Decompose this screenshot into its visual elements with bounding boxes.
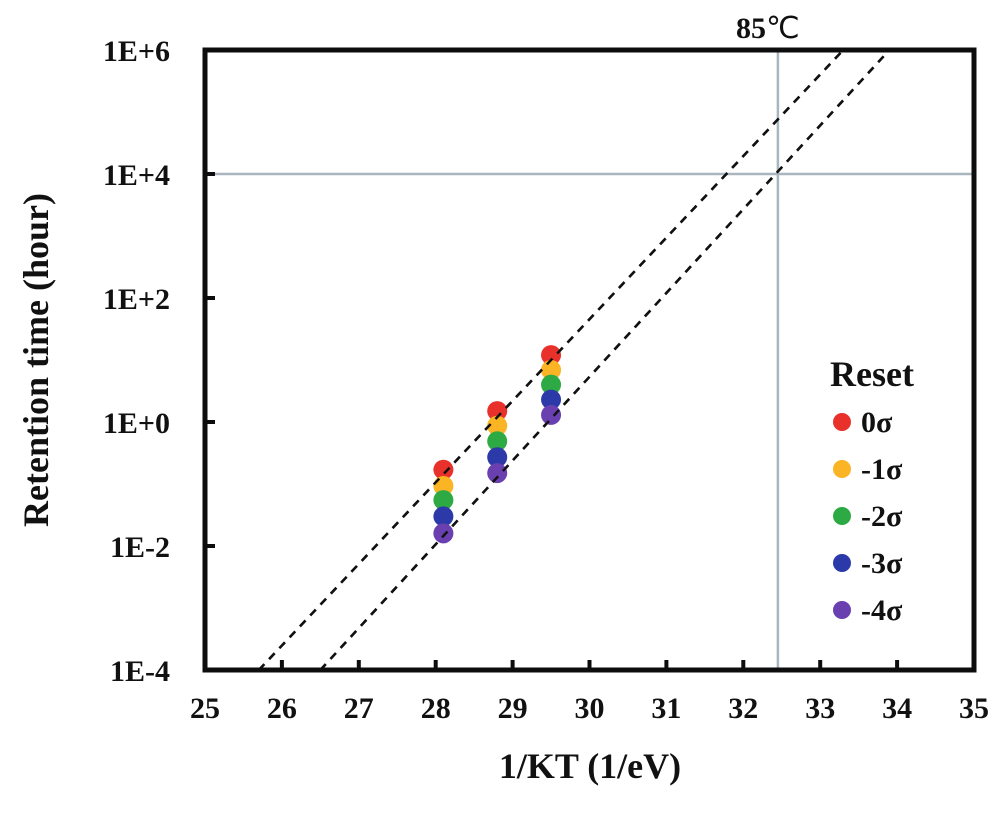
legend-marker [833, 507, 851, 525]
legend-marker [833, 554, 851, 572]
y-tick-label: 1E-4 [110, 655, 170, 688]
y-axis-ticks: 1E-4 1E-2 1E+0 1E+2 1E+4 1E+6 [103, 35, 215, 688]
x-tick-label: 26 [267, 692, 297, 725]
data-point [487, 463, 508, 484]
x-tick-label: 25 [190, 692, 220, 725]
data-point [541, 374, 562, 395]
y-axis-title: Retention time (hour) [16, 193, 56, 527]
legend-label: -3σ [861, 547, 903, 580]
data-point [487, 401, 508, 422]
x-axis-ticks: 25 26 27 28 29 30 31 32 33 34 35 [190, 660, 989, 725]
data-point [487, 431, 508, 452]
dashed-fit-lines [257, 49, 891, 671]
fit-line-lower-extrapolation [319, 49, 891, 671]
data-point [487, 415, 508, 436]
y-tick-label: 1E+6 [103, 35, 170, 68]
data-point [487, 447, 508, 468]
data-point [433, 523, 454, 544]
data-point [433, 506, 454, 527]
legend-label: -2σ [861, 500, 903, 533]
legend-marker [833, 601, 851, 619]
data-point [433, 490, 454, 511]
data-point [541, 345, 562, 366]
legend-title: Reset [830, 354, 914, 394]
x-tick-label: 35 [959, 692, 989, 725]
y-tick-label: 1E+2 [103, 283, 170, 316]
data-point [541, 404, 562, 425]
x-tick-label: 27 [344, 692, 374, 725]
y-tick-label: 1E+0 [103, 407, 170, 440]
dashed-fit-lines [257, 49, 891, 671]
y-tick-label: 1E-2 [110, 531, 170, 564]
fit-line-upper-extrapolation [257, 49, 845, 671]
x-tick-label: 34 [882, 692, 912, 725]
x-axis-title: 1/KT (1/eV) [499, 746, 681, 786]
x-tick-label: 31 [651, 692, 681, 725]
x-tick-label: 33 [805, 692, 835, 725]
data-point [541, 389, 562, 410]
legend-label: -1σ [861, 453, 903, 486]
legend-label: 0σ [861, 406, 893, 439]
x-tick-label: 28 [421, 692, 451, 725]
y-tick-label: 1E+4 [103, 159, 170, 192]
legend: Reset 0σ -1σ -2σ -3σ -4σ [830, 354, 914, 627]
data-point [433, 459, 454, 480]
data-points [433, 345, 562, 544]
x-tick-label: 30 [575, 692, 605, 725]
temperature-annotation-85c: 85℃ [736, 12, 800, 45]
x-tick-label: 32 [728, 692, 758, 725]
legend-marker [833, 460, 851, 478]
legend-marker [833, 413, 851, 431]
x-tick-label: 29 [498, 692, 528, 725]
legend-label: -4σ [861, 594, 903, 627]
reference-lines [205, 50, 974, 670]
data-point [541, 359, 562, 380]
